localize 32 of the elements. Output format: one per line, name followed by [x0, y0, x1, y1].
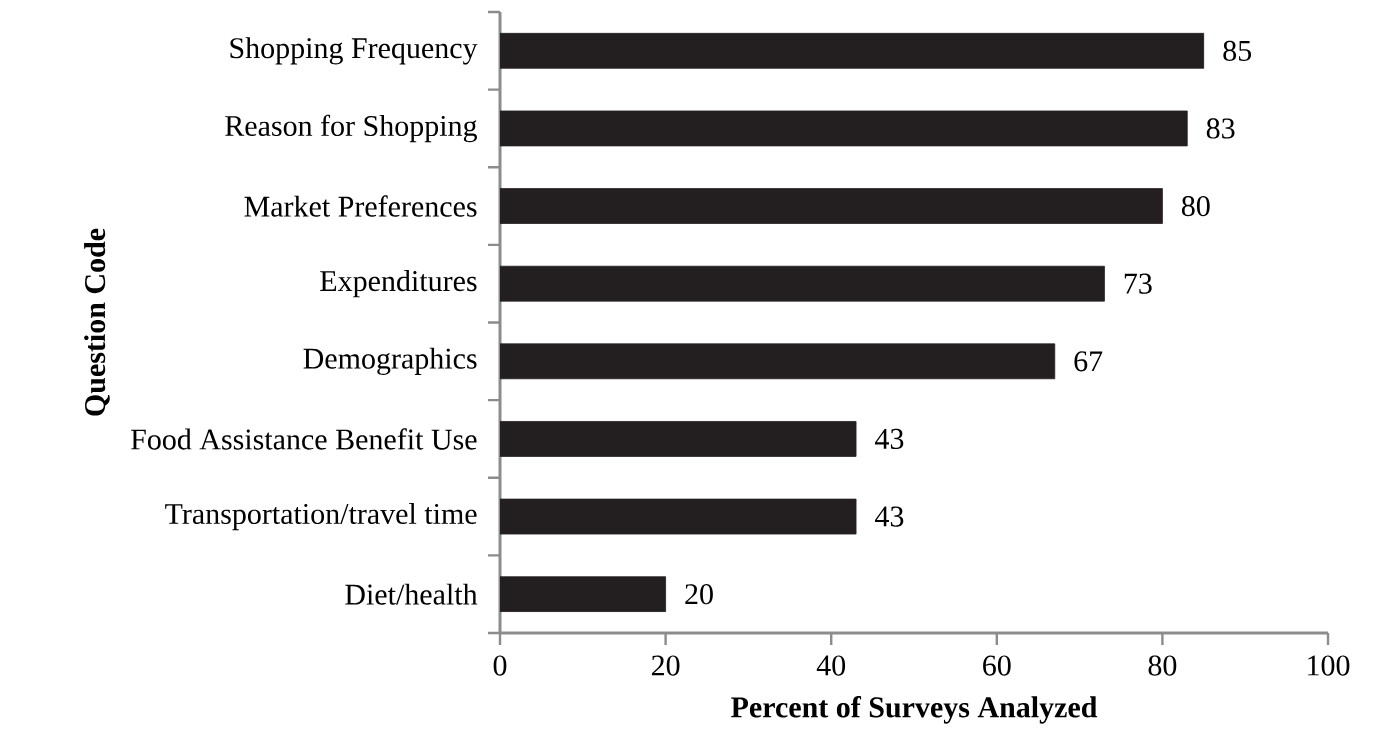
data-label: 85: [1223, 40, 1252, 61]
bar: [500, 421, 857, 457]
data-label: 67: [1074, 351, 1103, 372]
x-tick-label: 100: [1308, 655, 1350, 676]
x-tick-label: 40: [816, 655, 846, 676]
data-label: 80: [1181, 195, 1210, 217]
data-label: 20: [685, 584, 713, 605]
bar: [500, 110, 1188, 147]
bar: [500, 343, 1056, 380]
x-tick-label: 80: [1148, 655, 1177, 676]
y-tick-label: Food Assistance Benefit Use: [131, 428, 477, 450]
bar: [500, 576, 667, 613]
x-tick-label: 0: [493, 655, 507, 676]
y-tick-label: Market Preferences: [244, 195, 477, 217]
bar: [500, 498, 857, 535]
y-tick-label: Reason for Shopping: [225, 114, 478, 143]
data-label: 43: [875, 506, 904, 527]
x-tick-label: 60: [983, 655, 1011, 676]
bar: [500, 32, 1205, 69]
y-tick-label: Shopping Frequency: [230, 37, 478, 65]
x-tick-label: 20: [651, 655, 680, 676]
bar: [500, 265, 1105, 302]
data-label: 83: [1206, 118, 1235, 139]
x-axis-title: Percent of Surveys Analyzed: [731, 696, 1098, 724]
y-tick-label: Transportation/travel time: [165, 502, 477, 531]
data-label: 73: [1124, 273, 1152, 294]
y-tick-label: Demographics: [303, 347, 477, 375]
data-label: 43: [875, 428, 904, 450]
y-axis-title: Question Code: [84, 228, 110, 416]
y-tick-label: Expenditures: [320, 270, 477, 298]
bar: [500, 188, 1163, 224]
y-tick-label: Diet/health: [345, 583, 478, 605]
